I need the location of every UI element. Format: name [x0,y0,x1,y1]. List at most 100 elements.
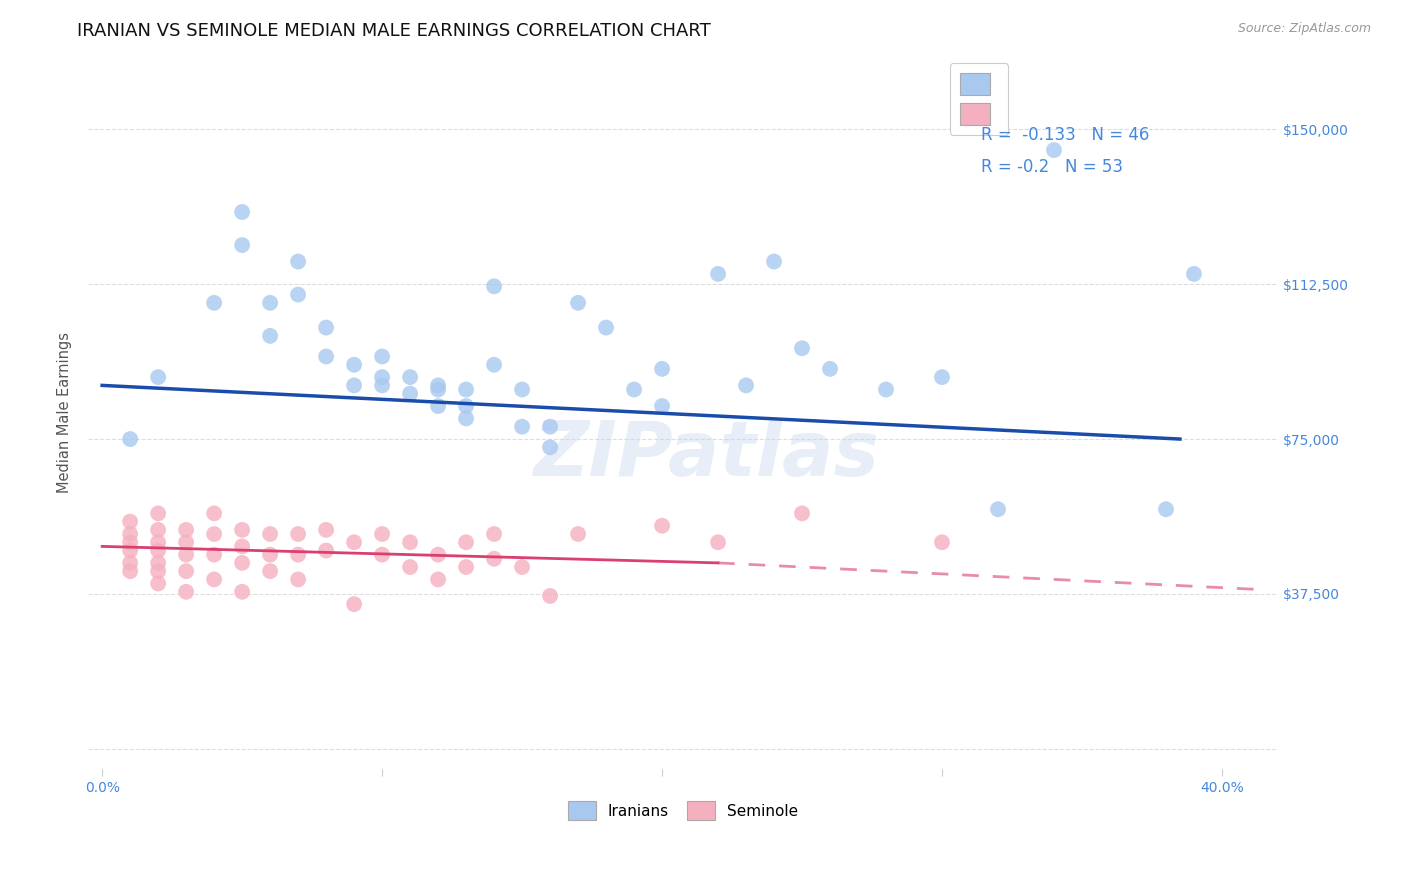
Point [987,502,1010,516]
Point [427,548,450,562]
Point [538,440,561,454]
Point [174,548,197,562]
Point [202,527,225,541]
Point [510,383,533,397]
Point [343,378,366,392]
Point [456,383,478,397]
Point [456,535,478,549]
Point [1154,502,1177,516]
Point [174,523,197,537]
Point [510,419,533,434]
Point [315,350,337,364]
Point [399,386,422,401]
Point [456,411,478,425]
Point [202,548,225,562]
Text: IRANIAN VS SEMINOLE MEDIAN MALE EARNINGS CORRELATION CHART: IRANIAN VS SEMINOLE MEDIAN MALE EARNINGS… [77,22,711,40]
Point [931,535,953,549]
Text: ZIPatlas: ZIPatlas [534,418,880,492]
Point [202,573,225,587]
Point [287,287,309,301]
Point [120,543,142,558]
Point [287,254,309,268]
Point [259,295,281,310]
Point [790,507,813,521]
Point [202,295,225,310]
Point [371,378,394,392]
Point [456,399,478,413]
Point [231,584,253,599]
Point [120,535,142,549]
Point [315,543,337,558]
Legend: Iranians, Seminole: Iranians, Seminole [562,795,804,826]
Point [651,518,673,533]
Point [120,527,142,541]
Point [146,507,169,521]
Point [651,399,673,413]
Text: Source: ZipAtlas.com: Source: ZipAtlas.com [1237,22,1371,36]
Point [371,370,394,384]
Point [174,564,197,578]
Point [371,350,394,364]
Point [1182,267,1205,281]
Point [120,515,142,529]
Point [427,383,450,397]
Point [146,543,169,558]
Point [371,548,394,562]
Point [259,527,281,541]
Point [427,378,450,392]
Point [231,556,253,570]
Text: R =  -0.133   N = 46: R = -0.133 N = 46 [981,127,1150,145]
Point [818,362,841,376]
Point [120,564,142,578]
Point [399,370,422,384]
Point [707,267,730,281]
Point [231,205,253,219]
Point [931,370,953,384]
Point [482,527,505,541]
Point [371,527,394,541]
Point [567,295,589,310]
Point [146,564,169,578]
Point [315,320,337,334]
Point [343,535,366,549]
Point [595,320,617,334]
Point [482,279,505,293]
Point [399,535,422,549]
Point [538,419,561,434]
Point [510,560,533,574]
Point [623,383,645,397]
Point [482,358,505,372]
Point [651,362,673,376]
Point [538,589,561,603]
Point [231,238,253,252]
Point [146,556,169,570]
Point [315,523,337,537]
Point [707,535,730,549]
Point [231,523,253,537]
Point [287,548,309,562]
Y-axis label: Median Male Earnings: Median Male Earnings [58,332,72,492]
Point [735,378,758,392]
Point [343,597,366,611]
Point [146,535,169,549]
Point [259,564,281,578]
Point [427,573,450,587]
Point [287,527,309,541]
Point [790,341,813,355]
Point [567,527,589,541]
Point [1043,143,1066,157]
Point [427,399,450,413]
Point [259,329,281,343]
Point [146,370,169,384]
Point [343,358,366,372]
Point [259,548,281,562]
Point [482,551,505,566]
Point [202,507,225,521]
Point [174,535,197,549]
Point [146,523,169,537]
Text: R = -0.2   N = 53: R = -0.2 N = 53 [981,158,1123,176]
Point [287,573,309,587]
Point [174,584,197,599]
Point [399,560,422,574]
Point [875,383,897,397]
